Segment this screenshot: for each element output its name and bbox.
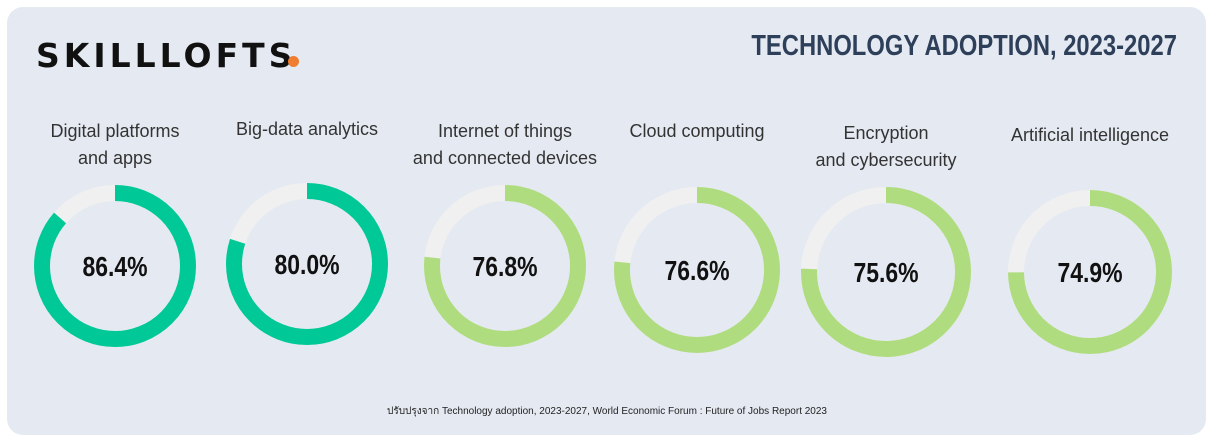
donut-5: 75.6% <box>801 187 971 357</box>
category-label: Big-data analytics <box>202 116 412 143</box>
category-label-line: and apps <box>77 148 153 168</box>
donut-value-arc <box>1008 190 1172 354</box>
donut-value-label: 80.0% <box>274 250 339 281</box>
category-label-line: and cybersecurity <box>815 150 957 170</box>
donut-value-arc <box>424 185 586 347</box>
category-label-line: Digital platforms <box>50 121 180 141</box>
donut-value-arc <box>614 187 780 353</box>
donut-1: 86.4% <box>34 185 196 347</box>
chart-title: TECHNOLOGY ADOPTION, 2023-2027 <box>751 30 1177 62</box>
brand-dot-icon <box>288 56 299 67</box>
brand-logo: SKILLLOFTS <box>36 36 297 75</box>
category-label-line: Artificial intelligence <box>1010 125 1170 145</box>
donut-value-label: 74.9% <box>1057 258 1122 289</box>
infographic-card <box>7 7 1206 435</box>
donut-value-arc <box>226 183 388 345</box>
category-label: Artificial intelligence <box>985 122 1195 149</box>
category-label: Internet of things and connected devices <box>400 118 610 172</box>
category-label-line: and connected devices <box>412 148 598 168</box>
donut-4: 76.6% <box>614 187 780 353</box>
category-label-line: Cloud computing <box>629 121 765 141</box>
donut-2: 80.0% <box>226 183 388 345</box>
donut-3: 76.8% <box>424 185 586 347</box>
category-label: Digital platforms and apps <box>10 118 220 172</box>
donut-value-label: 76.8% <box>472 252 537 283</box>
category-label: Cloud computing <box>592 118 802 145</box>
donut-value-label: 76.6% <box>664 256 729 287</box>
donut-value-label: 86.4% <box>82 252 147 283</box>
donut-6: 74.9% <box>1008 190 1172 354</box>
donut-value-label: 75.6% <box>853 258 918 289</box>
donut-value-arc <box>801 187 971 357</box>
category-label-line: Big-data analytics <box>235 119 379 139</box>
source-footnote: ปรับปรุงจาก Technology adoption, 2023-20… <box>386 406 827 417</box>
category-label: Encryption and cybersecurity <box>781 120 991 174</box>
donut-value-arc <box>34 185 196 347</box>
category-label-line: Encryption <box>843 123 929 143</box>
category-label-line: Internet of things <box>437 121 573 141</box>
